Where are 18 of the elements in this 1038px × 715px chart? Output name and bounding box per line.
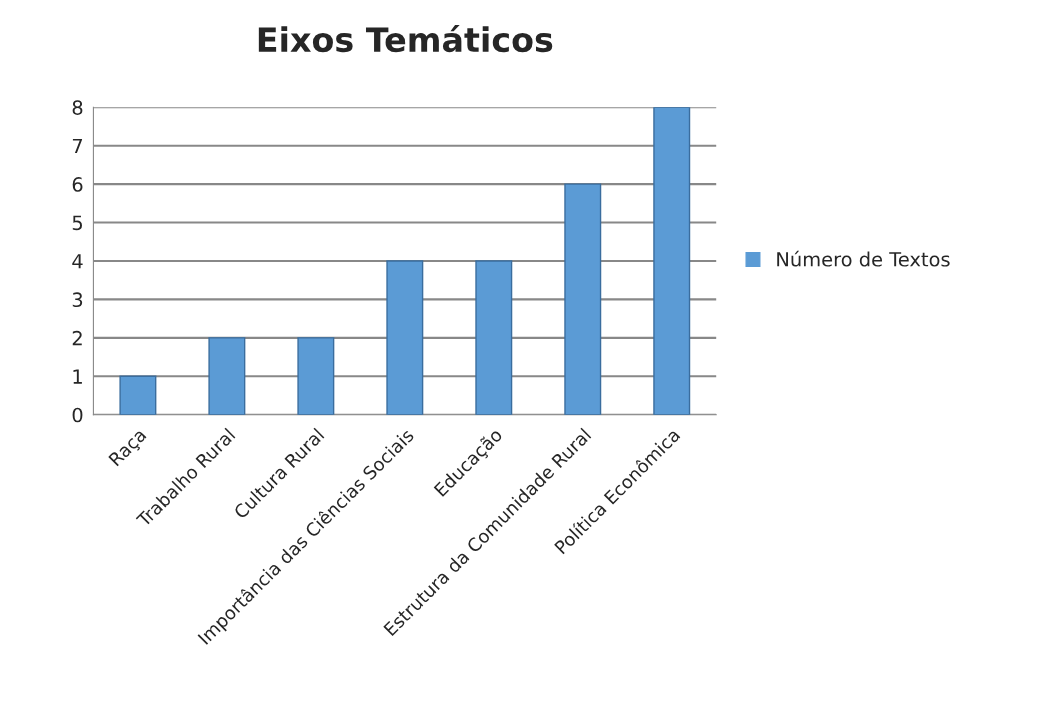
- bar: [653, 107, 691, 415]
- y-tick-label: 4: [72, 254, 83, 269]
- y-tick-label: 8: [72, 100, 83, 115]
- bar: [386, 260, 424, 415]
- y-tick-label: 2: [72, 330, 82, 346]
- y-tick-label: 3: [72, 292, 83, 308]
- bar: [208, 337, 246, 415]
- y-tick-label: 6: [72, 177, 83, 192]
- legend-label: Número de Textos: [777, 250, 950, 267]
- chart-title: Eixos Temáticos: [258, 25, 553, 53]
- y-tick-label: 0: [72, 407, 83, 423]
- y-tick-label: 5: [72, 215, 82, 231]
- y-tick-label: 7: [72, 138, 83, 154]
- bar: [119, 375, 157, 415]
- bar: [564, 183, 602, 415]
- bar: [297, 337, 335, 415]
- y-tick-label: 1: [73, 369, 82, 384]
- bar: [475, 260, 513, 415]
